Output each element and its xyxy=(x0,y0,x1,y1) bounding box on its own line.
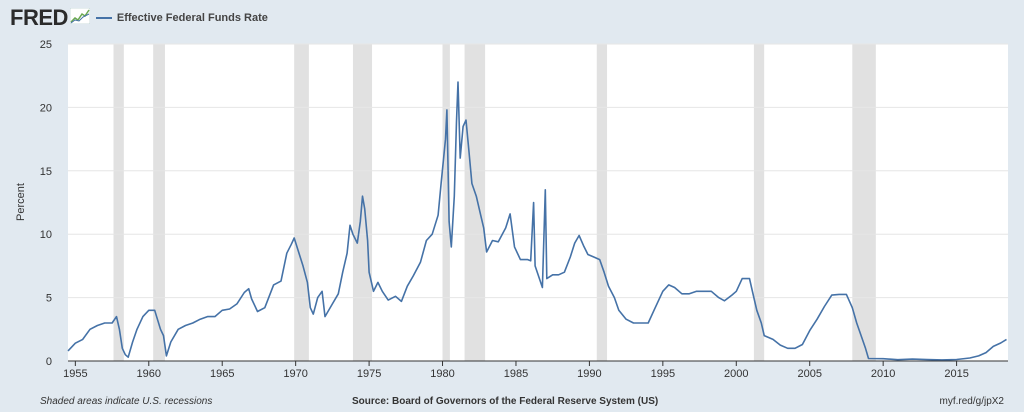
y-tick-label: 0 xyxy=(46,356,52,368)
y-axis-label: Percent xyxy=(15,183,27,221)
series-line xyxy=(67,81,1007,361)
x-tick-label: 1975 xyxy=(357,368,381,380)
x-tick-label: 1970 xyxy=(283,368,307,380)
recession-band xyxy=(596,44,608,361)
y-tick-label: 5 xyxy=(46,293,52,305)
x-tick-label: 2010 xyxy=(871,368,895,380)
short-link[interactable]: myf.red/g/jpX2 xyxy=(939,396,1004,407)
y-tick-label: 15 xyxy=(40,166,52,178)
series-layer xyxy=(67,81,1007,361)
x-tick-label: 1985 xyxy=(504,368,528,380)
recession-note: Shaded areas indicate U.S. recessions xyxy=(40,396,213,407)
x-tick-label: 2015 xyxy=(944,368,968,380)
recession-band xyxy=(464,44,486,361)
x-tick-label: 1960 xyxy=(137,368,161,380)
legend-entry: Effective Federal Funds Rate xyxy=(95,12,268,24)
legend-swatch xyxy=(95,17,112,19)
recession-bands xyxy=(113,44,876,361)
x-tick-label: 2000 xyxy=(724,368,748,380)
x-tick-label: 2005 xyxy=(797,368,821,380)
x-tick-label: 1980 xyxy=(430,368,454,380)
x-tick-label: 1965 xyxy=(210,368,234,380)
x-tick-label: 1990 xyxy=(577,368,601,380)
y-tick-label: 10 xyxy=(40,229,52,241)
x-tick-label: 1955 xyxy=(63,368,87,380)
chart-header: FRED Effective Federal Funds Rate xyxy=(10,6,268,30)
chart-footer: Shaded areas indicate U.S. recessions So… xyxy=(0,395,1024,411)
fred-graph-icon xyxy=(69,7,91,29)
y-tick-label: 20 xyxy=(40,102,52,114)
recession-band xyxy=(294,44,309,361)
y-tick-label: 25 xyxy=(40,39,52,51)
legend-label: Effective Federal Funds Rate xyxy=(116,12,268,24)
recession-band xyxy=(753,44,765,361)
source-note: Source: Board of Governors of the Federa… xyxy=(352,396,659,407)
recession-band xyxy=(852,44,876,361)
recession-band xyxy=(113,44,124,361)
gridlines xyxy=(68,43,1008,299)
y-axis: 0 5 10 15 20 25 xyxy=(40,39,52,368)
x-axis: 1955 1960 1965 1970 1975 1980 1985 1990 1995 2000… xyxy=(63,361,969,380)
recession-band xyxy=(442,44,450,361)
plot-area xyxy=(68,44,1008,361)
recession-band xyxy=(153,44,165,361)
fed-funds-chart: 1955 1960 1965 1970 1975 1980 1985 1990 1995 2000… xyxy=(15,39,1008,380)
x-tick-label: 1995 xyxy=(651,368,675,380)
fred-logo[interactable]: FRED xyxy=(10,5,68,30)
